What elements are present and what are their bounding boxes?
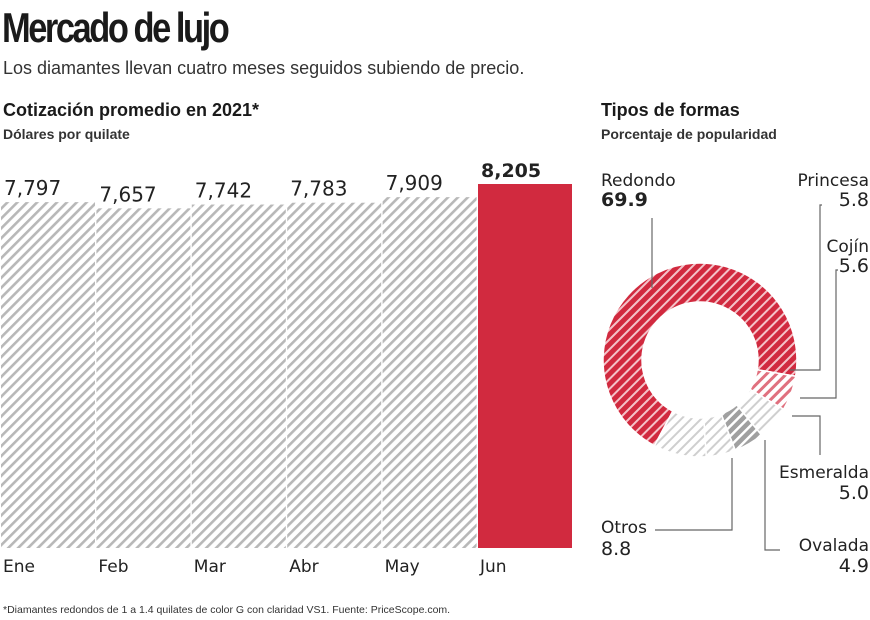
page-subtitle: Los diamantes llevan cuatro meses seguid… [3,58,525,78]
donut-slice-redondo [602,262,798,447]
x-tick-label: Abr [289,557,318,577]
donut-chart-title: Tipos de formas [601,100,740,120]
slice-label: Ovalada [799,536,869,556]
x-tick-label: Ene [3,557,35,577]
bar-abr [287,202,382,549]
leader-line [790,204,822,371]
slice-label: Otros [601,518,647,538]
donut-chart-subtitle: Porcentaje de popularidad [601,126,777,142]
leader-line [655,458,733,531]
slice-value: 5.8 [839,189,869,211]
bar-value-label: 7,909 [386,171,443,195]
slice-value: 4.9 [839,555,869,577]
bar-feb [96,208,191,548]
x-tick-label: Feb [98,557,128,577]
slice-label: Princesa [797,171,869,191]
bar-value-label: 7,657 [99,182,156,206]
leader-line [800,269,838,399]
donut-slice-otros [653,410,708,458]
bar-jun [478,184,572,548]
slice-value: 69.9 [601,189,648,211]
bar-mar [191,204,286,548]
slice-value: 5.6 [839,255,869,277]
x-tick-label: Mar [194,557,226,577]
bar-value-label: 7,742 [195,179,252,203]
bar-may [382,197,477,548]
x-tick-label: Jun [479,557,507,577]
slice-value: 5.0 [839,482,869,504]
x-tick-label: May [385,557,420,577]
bar-value-label: 8,205 [481,160,541,182]
bar-value-label: 7,783 [290,177,347,201]
slice-label: Esmeralda [779,463,869,483]
leader-line [764,440,780,551]
bar-value-label: 7,797 [4,176,61,200]
bar-ene [1,202,95,548]
page-title: Mercado de lujo [2,4,230,51]
slice-label: Redondo [601,171,676,191]
slice-label: Cojín [827,237,870,257]
leader-line [792,415,821,455]
footnote: *Diamantes redondos de 1 a 1.4 quilates … [3,604,451,616]
slice-value: 8.8 [601,538,631,560]
bar-chart-subtitle: Dólares por quilate [3,126,130,142]
bar-chart-title: Cotización promedio en 2021* [3,100,260,120]
